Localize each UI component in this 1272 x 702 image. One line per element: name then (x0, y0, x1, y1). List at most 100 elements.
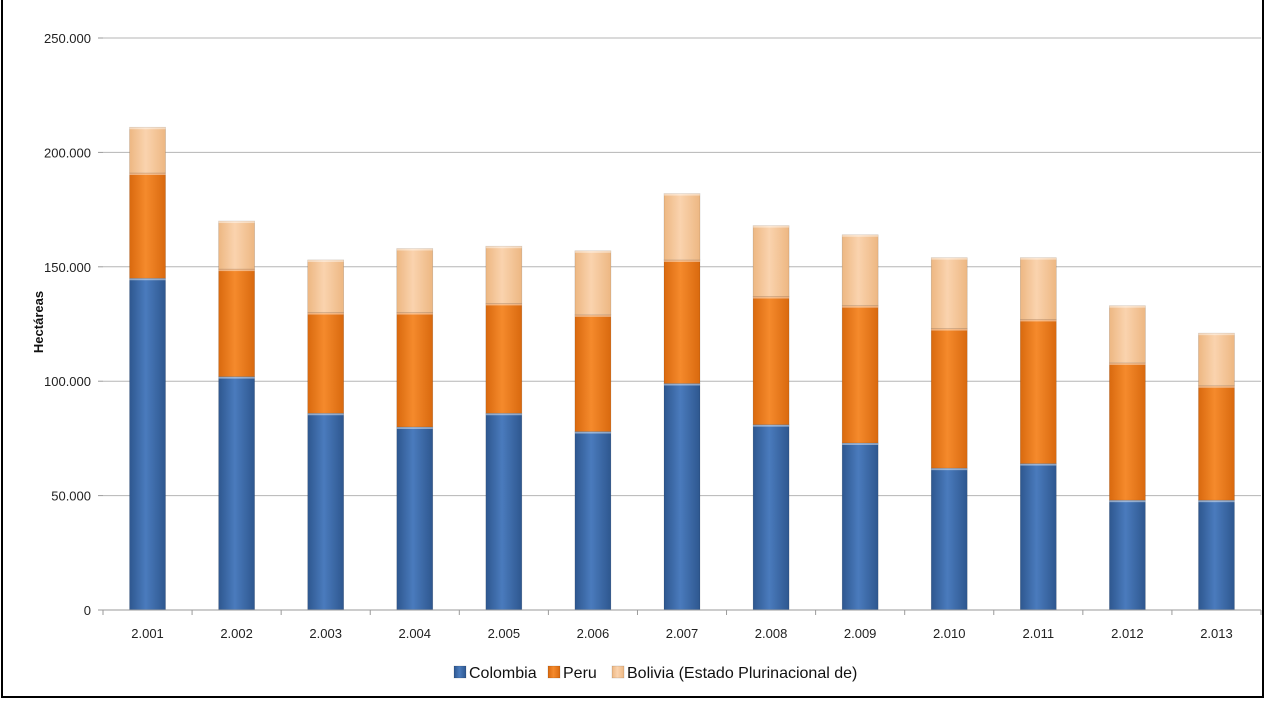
y-axis-title: Hectáreas (31, 291, 46, 353)
bar-bevel (307, 413, 344, 416)
bar-colombia-2004 (396, 426, 434, 611)
bar-bolivia-2004 (396, 248, 434, 313)
y-tick-label: 100.000 (44, 374, 91, 389)
bar-bevel (1198, 500, 1235, 503)
bar-peru-2007 (663, 259, 701, 384)
bar-bevel (218, 376, 255, 379)
bar-colombia-2011 (1020, 463, 1057, 611)
x-tick-label: 2.012 (1111, 626, 1144, 641)
bar-peru-2004 (396, 312, 434, 428)
bar-bevel (1198, 333, 1235, 336)
bar-bevel (574, 431, 611, 434)
y-tick-label: 0 (84, 603, 91, 618)
y-tick-label: 250.000 (44, 31, 91, 46)
x-tick-label: 2.009 (844, 626, 877, 641)
bar-bevel (842, 234, 879, 237)
bar-bevel (396, 312, 433, 315)
legend-swatch-peru (547, 665, 561, 679)
x-tick-label: 2.002 (220, 626, 253, 641)
bar-colombia-2009 (841, 442, 879, 611)
bar-peru-2012 (1109, 362, 1146, 501)
bar-bolivia-2002 (218, 220, 255, 270)
y-tick-label: 200.000 (44, 145, 91, 160)
bar-bolivia-2011 (1020, 257, 1057, 320)
bar-peru-2013 (1198, 385, 1235, 501)
bar-colombia-2005 (485, 412, 523, 611)
x-tick-label: 2.001 (131, 626, 164, 641)
bar-bolivia-2006 (574, 250, 612, 316)
bar-colombia-2008 (752, 424, 790, 611)
bar-peru-2009 (841, 305, 879, 444)
bar-bevel (1020, 319, 1057, 322)
x-tick-label: 2.004 (398, 626, 431, 641)
bar-bevel (218, 269, 255, 272)
bar-bevel (129, 278, 166, 281)
bars (129, 126, 1235, 611)
bar-bevel (1020, 463, 1057, 466)
bar-bevel (396, 248, 433, 251)
bar-bolivia-2003 (307, 259, 344, 313)
bar-bevel (931, 328, 968, 331)
bar-bevel (931, 257, 968, 260)
bar-bolivia-2005 (485, 245, 523, 304)
bar-bevel (842, 442, 879, 445)
legend-swatch-colombia (453, 665, 467, 679)
bar-bevel (1109, 500, 1146, 503)
bar-peru-2002 (218, 268, 255, 377)
legend-label-bolivia: Bolivia (Estado Plurinacional de) (627, 665, 857, 682)
bar-bolivia-2001 (129, 126, 166, 174)
bar-colombia-2003 (307, 412, 344, 611)
x-tick-label: 2.013 (1200, 626, 1233, 641)
x-tick-label: 2.011 (1023, 626, 1055, 641)
bar-peru-2011 (1020, 319, 1057, 464)
bar-bevel (1109, 362, 1146, 365)
bar-bolivia-2012 (1109, 305, 1146, 364)
bar-bolivia-2013 (1198, 332, 1235, 387)
bar-bevel (307, 312, 344, 315)
bar-colombia-2007 (663, 383, 701, 611)
bar-bevel (753, 225, 790, 228)
y-tick-label: 150.000 (44, 260, 91, 275)
bar-colombia-2002 (218, 376, 255, 611)
x-tick-label: 2.008 (755, 626, 788, 641)
bar-colombia-2001 (129, 277, 166, 611)
bar-peru-2005 (485, 303, 523, 414)
x-axis-ticks: 2.001 2.002 2.003 2.004 2.005 2.006 2.007 2.008… (102, 610, 1262, 641)
bar-bevel (1198, 385, 1235, 388)
legend-label-colombia: Colombia (469, 665, 537, 682)
bar-bevel (753, 424, 790, 427)
bar-bevel (396, 426, 433, 429)
bar-colombia-2013 (1198, 499, 1235, 611)
bar-bevel (664, 193, 700, 196)
bar-bevel (485, 246, 522, 249)
legend-swatch-bolivia (611, 665, 625, 679)
bar-bevel (129, 127, 166, 130)
bar-bevel (485, 413, 522, 416)
bar-bevel (574, 250, 611, 253)
x-tick-label: 2.003 (309, 626, 342, 641)
bar-peru-2008 (752, 296, 790, 425)
bar-bevel (218, 221, 255, 224)
bar-bolivia-2008 (752, 225, 790, 297)
x-tick-label: 2.007 (666, 626, 699, 641)
bar-peru-2010 (930, 328, 968, 469)
bar-colombia-2006 (574, 431, 612, 611)
legend: Colombia Peru Bolivia (Estado Plurinaciona… (453, 665, 857, 682)
bar-colombia-2012 (1109, 499, 1146, 611)
bar-peru-2003 (307, 312, 344, 414)
x-tick-label: 2.006 (577, 626, 610, 641)
bar-bevel (1109, 305, 1146, 308)
y-tick-label: 50.000 (51, 489, 91, 504)
bar-bevel (664, 259, 700, 262)
bar-bevel (931, 468, 968, 471)
bar-bevel (129, 172, 166, 175)
bar-bolivia-2010 (930, 257, 968, 329)
legend-label-peru: Peru (563, 665, 597, 682)
bar-peru-2006 (574, 314, 612, 432)
bar-bevel (664, 383, 700, 386)
bar-bevel (485, 303, 522, 306)
bar-colombia-2010 (930, 467, 968, 611)
bar-bevel (1020, 257, 1057, 260)
bar-bolivia-2007 (663, 193, 701, 261)
